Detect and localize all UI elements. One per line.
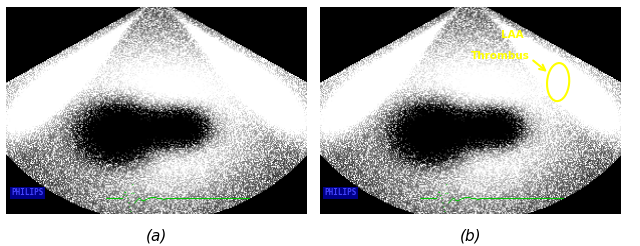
Text: LAA: LAA (501, 30, 524, 40)
Text: (a): (a) (146, 229, 168, 244)
Text: (b): (b) (460, 229, 481, 244)
Text: PHILIPS: PHILIPS (324, 188, 357, 198)
Text: Thrombus: Thrombus (471, 51, 530, 61)
Text: PHILIPS: PHILIPS (11, 188, 44, 198)
